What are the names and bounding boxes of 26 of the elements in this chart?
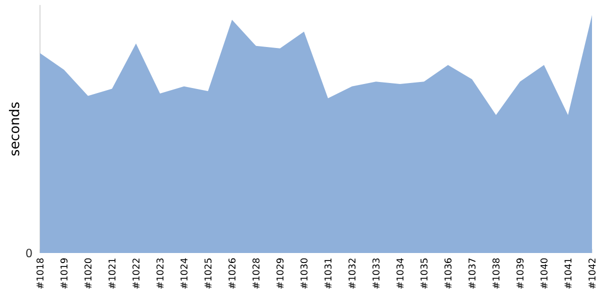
x-tick-label: #1042: [588, 258, 596, 289]
x-tick-label: #1039: [516, 258, 524, 289]
x-tick-label: #1040: [540, 258, 548, 289]
x-tick-label: #1026: [228, 258, 236, 289]
x-tick-label: #1032: [348, 258, 356, 289]
annotation: 0: [26, 248, 32, 258]
x-tick-label: #1018: [36, 258, 44, 289]
x-tick-label: #1019: [60, 258, 68, 289]
x-tick-label: #1021: [108, 258, 116, 289]
x-tick-label: #1025: [204, 258, 212, 289]
x-tick-label: #1024: [180, 258, 188, 289]
x-tick-label: #1031: [324, 258, 332, 289]
x-tick-label: #1038: [492, 258, 500, 289]
x-tick-label: #1028: [252, 258, 260, 289]
x-tick-label: #1037: [468, 258, 476, 289]
x-tick-label: #1033: [372, 258, 380, 289]
x-tick-label: #1034: [396, 258, 404, 289]
x-tick-label: #1041: [564, 258, 572, 289]
x-tick-label: #1036: [444, 258, 452, 289]
x-tick-label: #1035: [420, 258, 428, 289]
x-tick-label: #1022: [132, 258, 140, 289]
x-tick-label: #1020: [84, 258, 92, 289]
x-tick-label: #1030: [300, 258, 308, 289]
x-tick-label: #1029: [276, 258, 284, 289]
y-axis-title: seconds: [8, 102, 20, 156]
x-tick-label: #1023: [156, 258, 164, 289]
